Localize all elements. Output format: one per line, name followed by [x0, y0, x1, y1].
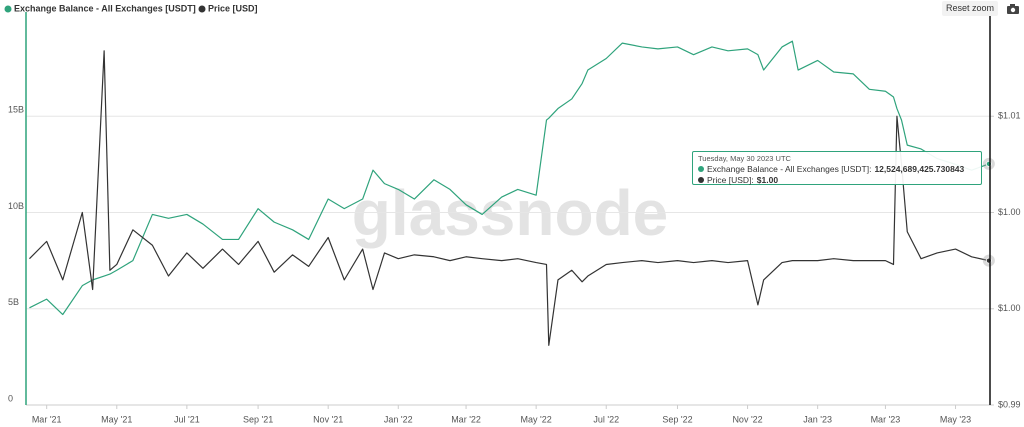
tooltip-row: Price [USD]$1.00 — [698, 175, 976, 186]
x-tick-label: Mar '22 — [451, 414, 481, 424]
x-tick-label: May '22 — [521, 414, 552, 424]
tooltip-title: Tuesday, May 30 2023 UTC — [698, 154, 791, 163]
tooltip-series-name: Price [USD] — [707, 175, 754, 185]
tooltip-dot — [698, 177, 704, 183]
legend-label: Exchange Balance - All Exchanges [USDT] — [14, 3, 196, 13]
x-tick-label: Jan '23 — [803, 414, 832, 424]
y2-tick-label: $0.99 — [998, 399, 1021, 409]
x-tick-label: Mar '21 — [32, 414, 62, 424]
x-tick-label: Nov '21 — [313, 414, 343, 424]
series-line — [29, 50, 989, 346]
x-tick-label: Jan '22 — [384, 414, 413, 424]
y-tick-label: 10B — [8, 201, 24, 211]
tooltip-value: 12,524,689,425.730843 — [874, 164, 965, 174]
legend-label: Price [USD] — [208, 3, 258, 13]
y2-tick-label: $1.01 — [998, 111, 1021, 121]
y-tick-label: 15B — [8, 105, 24, 115]
reset-zoom-button[interactable]: Reset zoom — [942, 1, 998, 16]
y-tick-label: 5B — [8, 297, 19, 307]
y-tick-label: 0 — [8, 393, 13, 403]
legend-marker — [4, 5, 12, 13]
x-tick-label: Jul '22 — [593, 414, 619, 424]
tooltip-value: $1.00 — [756, 175, 779, 185]
x-tick-label: Sep '22 — [662, 414, 692, 424]
tooltip: Tuesday, May 30 2023 UTC Exchange Balanc… — [692, 151, 982, 185]
tooltip-row: Exchange Balance - All Exchanges [USDT]1… — [698, 164, 976, 175]
camera-icon[interactable] — [1006, 3, 1020, 15]
tooltip-dot — [698, 166, 704, 172]
y2-tick-label: $1.00 — [998, 207, 1021, 217]
series-line — [29, 40, 990, 316]
x-tick-label: Jul '21 — [174, 414, 200, 424]
x-tick-label: Mar '23 — [871, 414, 901, 424]
tooltip-series-name: Exchange Balance - All Exchanges [USDT] — [707, 164, 871, 174]
x-tick-label: May '23 — [940, 414, 971, 424]
x-tick-label: May '21 — [101, 414, 132, 424]
legend-marker — [198, 5, 206, 13]
y2-tick-label: $1.00 — [998, 303, 1021, 313]
x-tick-label: Sep '21 — [243, 414, 273, 424]
x-tick-label: Nov '22 — [732, 414, 762, 424]
